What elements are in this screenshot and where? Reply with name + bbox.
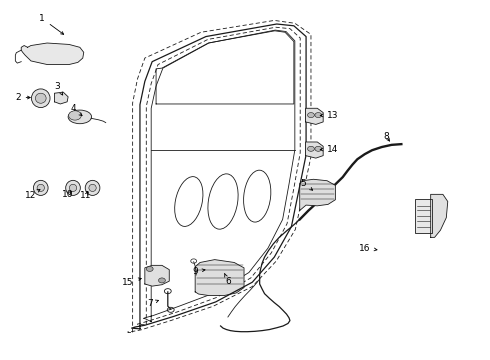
Text: 13: 13 [320,111,339,120]
Polygon shape [145,265,169,286]
Text: 10: 10 [62,190,74,199]
Circle shape [308,113,315,118]
Circle shape [147,266,153,271]
Circle shape [315,113,322,118]
Ellipse shape [68,110,92,124]
Text: 2: 2 [15,93,30,102]
Text: 8: 8 [384,132,390,141]
Ellipse shape [37,184,45,192]
Polygon shape [306,142,323,158]
Text: 5: 5 [301,179,313,190]
Text: 3: 3 [54,82,63,95]
Text: 4: 4 [70,104,82,116]
Ellipse shape [85,180,100,195]
Ellipse shape [66,180,80,195]
Text: 6: 6 [225,274,231,285]
Text: 16: 16 [359,244,377,253]
Text: 1: 1 [39,14,64,34]
Polygon shape [195,260,244,296]
FancyBboxPatch shape [415,199,432,233]
Polygon shape [300,179,335,211]
Ellipse shape [33,180,48,195]
Polygon shape [21,43,84,64]
Text: 7: 7 [147,299,158,308]
Text: 11: 11 [80,190,92,199]
Text: 15: 15 [122,278,141,287]
Ellipse shape [89,184,96,192]
Ellipse shape [70,184,76,192]
Ellipse shape [69,111,81,120]
Text: 14: 14 [320,145,339,154]
Text: 12: 12 [25,189,40,199]
Ellipse shape [35,93,46,103]
Circle shape [159,278,165,283]
Circle shape [308,146,315,151]
Circle shape [315,146,322,151]
Ellipse shape [31,89,50,108]
Polygon shape [431,194,448,237]
Polygon shape [306,108,323,125]
Text: 9: 9 [192,267,205,276]
Polygon shape [54,92,68,104]
